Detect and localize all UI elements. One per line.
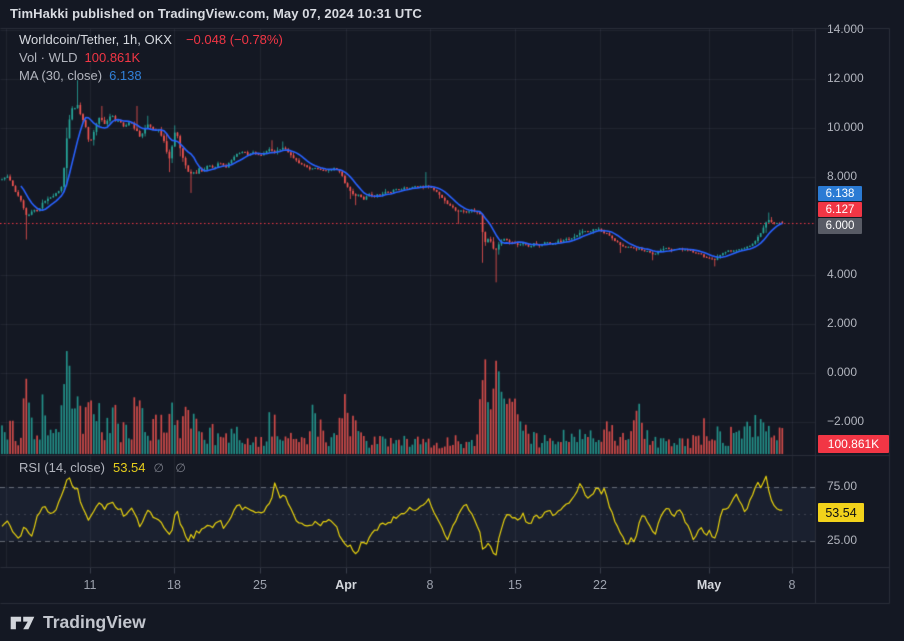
time-axis-label: 8 (426, 578, 434, 592)
legend-volume-row: Vol · WLD 100.861K (19, 49, 283, 67)
time-axis-label: 22 (593, 578, 607, 592)
last-price-badge: 6.127 (818, 202, 862, 217)
publish-header: TimHakki published on TradingView.com, M… (10, 6, 422, 21)
tradingview-brand[interactable]: TradingView (43, 612, 146, 632)
price-axis-label: 4.000 (827, 267, 858, 281)
time-axis-label: 15 (508, 578, 522, 592)
rsi-label[interactable]: RSI (14, close) (19, 460, 105, 475)
price-axis-label: −2.000 (827, 414, 865, 428)
chart-legend: Worldcoin/Tether, 1h, OKX −0.048 (−0.78%… (19, 31, 283, 85)
publish-header-text: TimHakki published on TradingView.com, M… (10, 6, 422, 21)
tradingview-logo-icon[interactable] (10, 613, 35, 633)
time-axis-label: 25 (253, 578, 267, 592)
rsi-value-badge: 53.54 (818, 503, 864, 522)
eye-icon[interactable]: ∅ ∅ (153, 461, 190, 475)
price-axis-label: 14.000 (827, 22, 864, 36)
price-axis-label: 8.000 (827, 169, 858, 183)
price-axis-label: 12.000 (827, 71, 864, 85)
time-axis-label: 11 (83, 578, 97, 592)
change-value: −0.048 (−0.78%) (185, 32, 283, 47)
price-axis-label: 10.000 (827, 120, 864, 134)
price-axis-label: 2.000 (827, 316, 858, 330)
price-axis-label: 0.000 (827, 365, 858, 379)
time-axis-label: Apr (335, 578, 357, 592)
ma-label[interactable]: MA (30, close) (19, 68, 103, 83)
ma-price-badge: 6.138 (818, 186, 862, 201)
legend-symbol-row: Worldcoin/Tether, 1h, OKX −0.048 (−0.78%… (19, 31, 283, 49)
time-axis-label: 8 (788, 578, 796, 592)
footer-bar: TradingView (0, 604, 904, 641)
rsi-axis-label: 25.00 (827, 533, 858, 547)
rsi-value: 53.54 (112, 460, 146, 475)
volume-badge: 100.861K (818, 435, 889, 453)
level-price-badge: 6.000 (818, 218, 862, 234)
time-axis-label: 18 (167, 578, 181, 592)
rsi-legend: RSI (14, close) 53.54 ∅ ∅ (19, 460, 190, 475)
ma-value: 6.138 (109, 68, 142, 83)
legend-ma-row: MA (30, close) 6.138 (19, 67, 283, 85)
time-axis-label: May (696, 578, 722, 592)
rsi-axis-label: 75.00 (827, 479, 858, 493)
symbol-title[interactable]: Worldcoin/Tether, 1h, OKX (19, 32, 172, 47)
volume-value: 100.861K (84, 50, 141, 65)
volume-label: Vol · WLD (19, 50, 78, 65)
